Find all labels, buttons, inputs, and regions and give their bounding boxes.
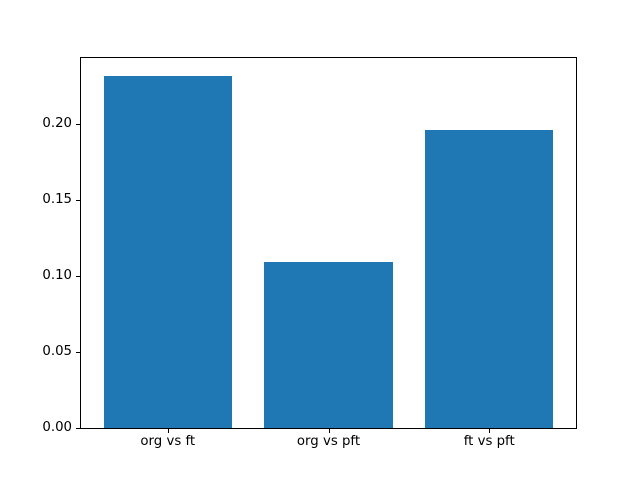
y-tick-mark-4	[76, 199, 80, 201]
bar-3	[424, 130, 554, 428]
y-tick-mark-2	[76, 351, 80, 353]
y-tick-mark-1	[76, 427, 80, 429]
y-tick-label-2: 0.05	[42, 344, 72, 360]
x-tick-mark-3	[489, 429, 491, 433]
y-tick-mark-3	[76, 275, 80, 277]
bar-2	[264, 262, 393, 428]
x-tick-mark-1	[167, 429, 169, 433]
plot-area	[80, 57, 577, 429]
y-tick-mark-5	[76, 123, 80, 125]
bar-1	[103, 75, 233, 428]
y-tick-label-4: 0.15	[42, 192, 72, 208]
x-tick-label-1: org vs ft	[140, 434, 196, 449]
x-tick-label-3: ft vs pft	[463, 434, 515, 449]
y-tick-label-5: 0.20	[42, 116, 72, 132]
y-tick-label-1: 0.00	[42, 420, 72, 435]
y-tick-label-3: 0.10	[42, 268, 72, 284]
x-tick-mark-2	[328, 429, 330, 433]
x-tick-label-2: org vs pft	[296, 434, 361, 449]
